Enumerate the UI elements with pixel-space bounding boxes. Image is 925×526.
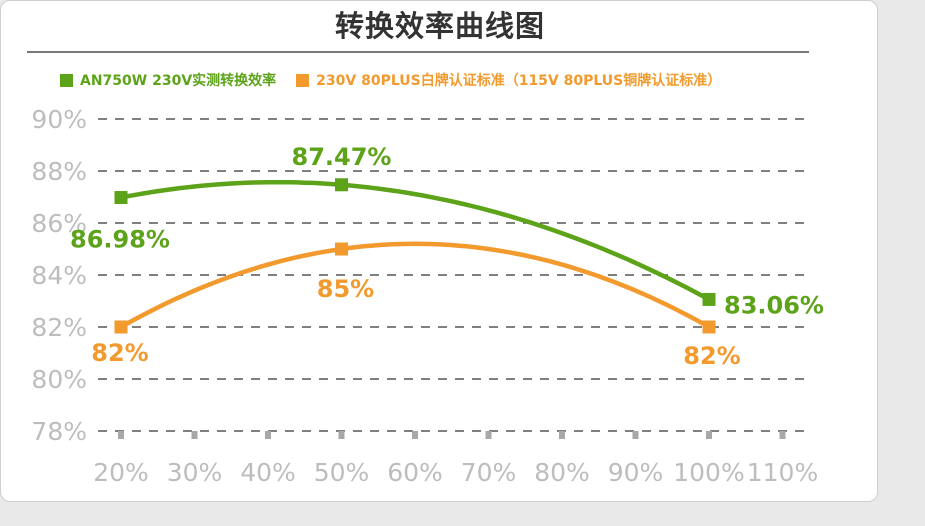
x-tick-label: 50%	[314, 458, 370, 487]
chart-title: 转换效率曲线图	[334, 9, 545, 43]
data-label: 85%	[317, 275, 374, 303]
data-point-marker	[702, 320, 716, 334]
data-label: 82%	[91, 339, 148, 367]
chart-card: 转换效率曲线图 AN750W 230V实测转换效率 230V 80PLUS白牌认…	[0, 0, 878, 502]
x-tick-mark	[265, 431, 271, 439]
x-tick-label: 100%	[673, 458, 744, 487]
x-tick-label: 110%	[747, 458, 818, 487]
series-line-0	[118, 179, 712, 302]
legend-item-standard: 230V 80PLUS白牌认证标准（115V 80PLUS铜牌认证标准）	[296, 70, 721, 90]
y-tick-label: 82%	[31, 313, 87, 342]
x-tick-mark	[191, 431, 198, 439]
data-label: 86.98%	[70, 226, 170, 254]
x-tick-mark	[485, 431, 492, 439]
x-tick-mark	[118, 431, 124, 439]
y-tick-label: 86%	[31, 209, 87, 238]
x-tick-label: 20%	[93, 458, 149, 487]
y-tick-label: 78%	[31, 417, 87, 446]
x-tick-label: 90%	[608, 458, 664, 487]
x-tick-mark	[559, 431, 565, 439]
data-label: 87.47%	[292, 143, 392, 171]
data-point-marker	[114, 191, 128, 205]
legend-swatch-standard	[296, 73, 310, 87]
x-tick-mark	[779, 431, 786, 439]
title-divider	[27, 51, 809, 53]
y-tick-label: 90%	[31, 105, 87, 134]
series-line-1	[118, 241, 712, 330]
x-tick-mark	[412, 431, 418, 439]
y-tick-label: 88%	[31, 157, 87, 186]
data-point-marker	[702, 292, 716, 306]
y-tick-label: 84%	[31, 261, 87, 290]
legend-swatch-measured	[60, 73, 73, 87]
chart-legend: AN750W 230V实测转换效率 230V 80PLUS白牌认证标准（115V…	[60, 69, 741, 91]
x-tick-label: 80%	[534, 458, 590, 487]
data-label: 83.06%	[724, 291, 824, 319]
x-tick-label: 40%	[240, 458, 296, 487]
data-point-marker	[114, 320, 128, 334]
x-tick-label: 70%	[461, 458, 517, 487]
legend-label-measured: AN750W 230V实测转换效率	[80, 73, 277, 89]
data-label: 82%	[683, 342, 740, 370]
legend-item-measured: AN750W 230V实测转换效率	[60, 70, 276, 90]
x-tick-label: 60%	[387, 458, 443, 487]
data-point-marker	[335, 242, 348, 256]
x-tick-mark	[632, 431, 639, 439]
y-tick-label: 80%	[31, 365, 87, 394]
x-tick-label: 30%	[167, 458, 223, 487]
x-tick-mark	[706, 431, 712, 439]
legend-label-standard: 230V 80PLUS白牌认证标准（115V 80PLUS铜牌认证标准）	[316, 73, 722, 89]
x-tick-mark	[338, 431, 345, 439]
data-point-marker	[335, 178, 348, 192]
